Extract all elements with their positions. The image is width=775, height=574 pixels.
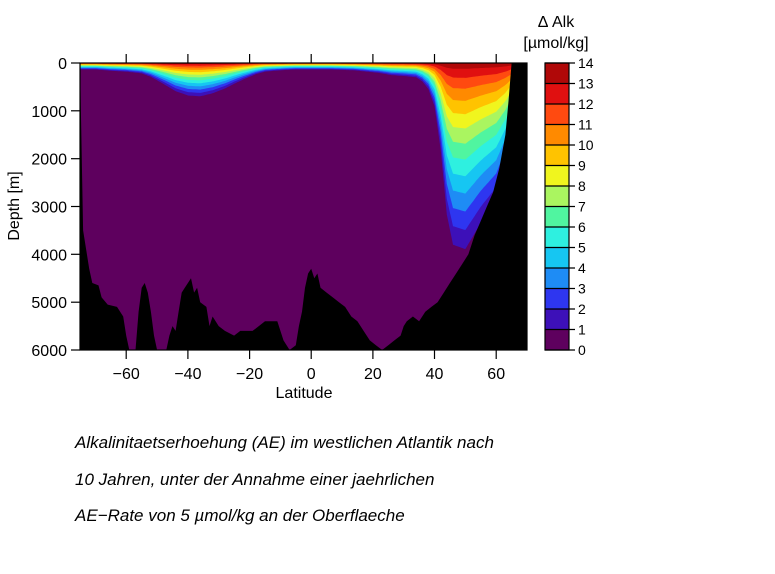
- colorbar-tick-label: 4: [578, 260, 586, 276]
- y-tick-label: 5000: [31, 295, 67, 312]
- colorbar-swatch-5: [545, 227, 569, 248]
- colorbar-tick-label: 12: [578, 96, 594, 112]
- x-tick-label: 20: [364, 366, 382, 383]
- y-tick-label: 6000: [31, 343, 67, 360]
- y-tick-label: 0: [58, 56, 67, 73]
- colorbar-tick-label: 3: [578, 281, 586, 297]
- colorbar-tick-label: 1: [578, 322, 586, 338]
- colorbar-tick-label: 11: [578, 117, 593, 133]
- y-axis-label: Depth [m]: [6, 171, 23, 240]
- y-tick-label: 2000: [31, 152, 67, 169]
- y-tick-label: 1000: [31, 104, 67, 121]
- colorbar-tick-label: 14: [578, 55, 594, 71]
- y-tick-label: 3000: [31, 200, 67, 217]
- colorbar-swatch-8: [545, 165, 569, 186]
- x-axis: −60 −40 −20 0 20 40 60: [113, 54, 505, 383]
- colorbar-swatch-1: [545, 309, 569, 330]
- colorbar-tick-label: 13: [578, 76, 594, 92]
- x-tick-label: −20: [236, 366, 263, 383]
- colorbar-swatch-13: [545, 63, 569, 84]
- caption-line-3: AE−Rate von 5 µmol/kg an der Oberflaeche: [75, 506, 405, 525]
- x-tick-label: 0: [307, 366, 316, 383]
- colorbar-tick-label: 6: [578, 219, 586, 235]
- colorbar-swatch-11: [545, 104, 569, 125]
- colorbar-swatch-10: [545, 124, 569, 145]
- colorbar-tick-label: 8: [578, 178, 586, 194]
- colorbar-title-line2: [µmol/kg]: [523, 35, 588, 52]
- colorbar-swatch-3: [545, 268, 569, 289]
- colorbar-swatch-7: [545, 186, 569, 207]
- colorbar-swatch-6: [545, 206, 569, 227]
- caption-line-2: 10 Jahren, unter der Annahme einer jaehr…: [75, 470, 435, 489]
- y-axis: 0 1000 2000 3000 4000 5000 6000: [31, 56, 80, 360]
- x-tick-label: −40: [174, 366, 201, 383]
- x-tick-label: 40: [426, 366, 444, 383]
- caption-line-1: Alkalinitaetserhoehung (AE) im westliche…: [75, 433, 494, 452]
- x-tick-label: 60: [487, 366, 505, 383]
- plot-area: [80, 63, 527, 350]
- bathymetry-seafloor: [80, 63, 527, 350]
- colorbar-swatch-2: [545, 288, 569, 309]
- colorbar-swatch-12: [545, 83, 569, 104]
- colorbar-tick-label: 9: [578, 158, 586, 174]
- y-tick-label: 4000: [31, 247, 67, 264]
- colorbar-tick-label: 2: [578, 301, 586, 317]
- x-axis-label: Latitude: [276, 385, 333, 402]
- colorbar-swatch-4: [545, 247, 569, 268]
- colorbar-tick-label: 5: [578, 240, 586, 256]
- colorbar-tick-label: 10: [578, 137, 594, 153]
- x-tick-label: −60: [113, 366, 140, 383]
- colorbar-title-line1: Δ Alk: [538, 14, 575, 31]
- colorbar-tick-label: 7: [578, 199, 586, 215]
- colorbar-swatch-9: [545, 145, 569, 166]
- colorbar-tick-label: 0: [578, 342, 586, 358]
- colorbar-swatch-0: [545, 329, 569, 350]
